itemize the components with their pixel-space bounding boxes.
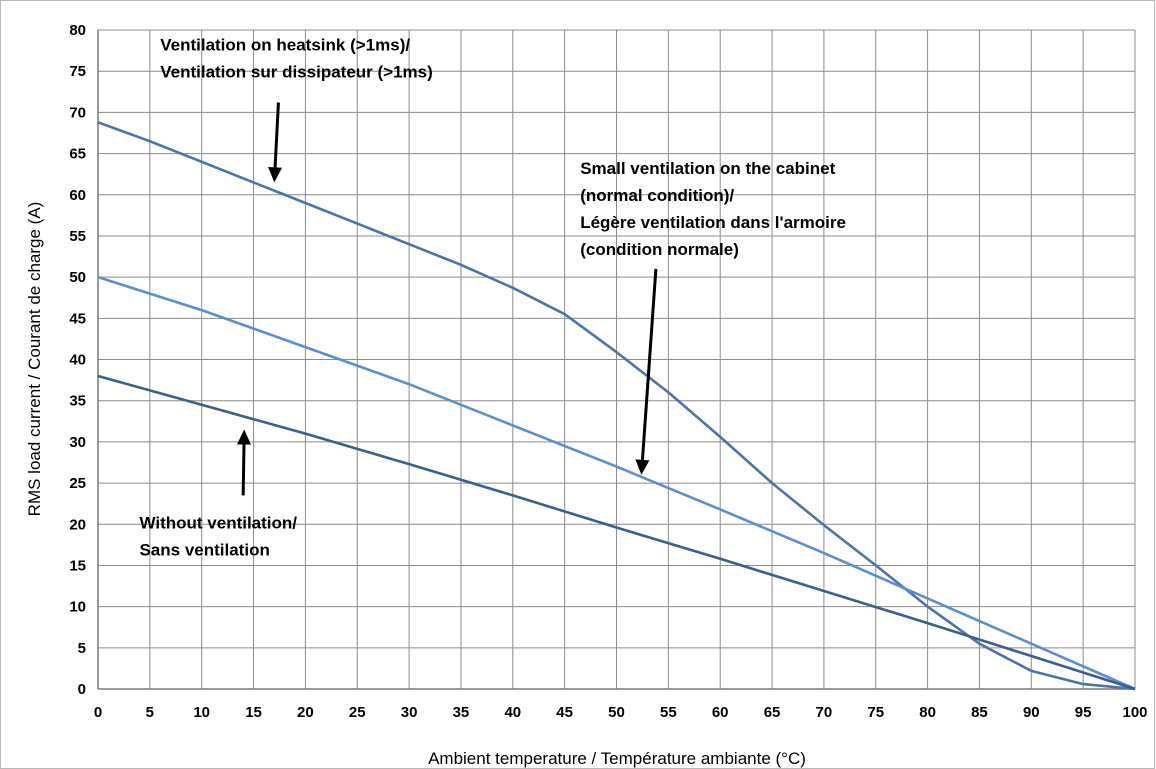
x-tick-label: 70 xyxy=(816,704,833,721)
annotations: Ventilation on heatsink (>1ms)/ Ventilati… xyxy=(139,36,845,560)
x-tick-label: 30 xyxy=(401,704,418,721)
y-tick-labels: 0 5 10 15 20 25 30 35 40 45 50 55 60 65 70 75 80 xyxy=(69,22,86,698)
annotation-text: Légère ventilation dans l'armoire xyxy=(580,213,846,232)
y-axis-label: RMS load current / Courant de charge (A) xyxy=(25,202,44,517)
y-tick-label: 65 xyxy=(69,146,86,163)
x-axis-label: Ambient temperature / Température ambian… xyxy=(428,749,806,768)
x-tick-label: 35 xyxy=(453,704,470,721)
x-tick-label: 20 xyxy=(297,704,314,721)
x-tick-label: 90 xyxy=(1023,704,1040,721)
series-line xyxy=(97,374,1136,691)
x-tick-labels: 0 5 10 15 20 25 30 35 40 45 50 55 60 65 70 75 80 85 90 95 10… xyxy=(94,704,1148,721)
annotation-text: Sans ventilation xyxy=(139,540,269,559)
series-line xyxy=(97,275,1136,691)
annotation-text: (condition normale) xyxy=(580,240,739,259)
annotation-arrow-shaft xyxy=(640,268,658,460)
y-tick-label: 60 xyxy=(69,187,86,204)
x-tick-label: 65 xyxy=(764,704,781,721)
annotation-arrow-shaft xyxy=(241,444,246,496)
y-tick-label: 45 xyxy=(69,310,86,327)
annotation-text: Without ventilation/ xyxy=(139,513,297,532)
y-tick-label: 25 xyxy=(69,475,86,492)
x-tick-label: 100 xyxy=(1122,704,1147,721)
y-tick-label: 20 xyxy=(69,516,86,533)
annotation-arrow-head xyxy=(236,429,251,445)
axes xyxy=(97,30,1135,690)
x-tick-label: 40 xyxy=(504,704,521,721)
x-tick-label: 95 xyxy=(1075,704,1092,721)
annotation-text: Ventilation on heatsink (>1ms)/ xyxy=(160,36,410,55)
x-tick-label: 25 xyxy=(349,704,366,721)
x-tick-label: 10 xyxy=(193,704,210,721)
annotation-text: Ventilation sur dissipateur (>1ms) xyxy=(160,63,433,82)
x-tick-label: 15 xyxy=(245,704,262,721)
y-tick-label: 0 xyxy=(78,681,86,698)
x-tick-label: 75 xyxy=(867,704,884,721)
y-tick-label: 5 xyxy=(78,640,86,657)
x-tick-label: 55 xyxy=(660,704,677,721)
x-tick-label: 80 xyxy=(919,704,936,721)
y-tick-label: 50 xyxy=(69,269,86,286)
x-tick-label: 85 xyxy=(971,704,988,721)
y-tick-label: 40 xyxy=(69,352,86,369)
y-tick-label: 35 xyxy=(69,393,86,410)
x-tick-label: 50 xyxy=(608,704,625,721)
annotation-arrow-head xyxy=(268,167,283,183)
annotation-arrow-head xyxy=(635,459,650,475)
series-line xyxy=(97,121,1136,691)
grid xyxy=(97,29,1136,690)
y-tick-label: 80 xyxy=(69,22,86,39)
y-tick-label: 75 xyxy=(69,63,86,80)
x-tick-label: 60 xyxy=(712,704,729,721)
annotation-arrow-shaft xyxy=(273,102,280,168)
y-tick-label: 55 xyxy=(69,228,86,245)
x-tick-label: 0 xyxy=(94,704,102,721)
x-tick-label: 5 xyxy=(146,704,154,721)
y-tick-label: 30 xyxy=(69,434,86,451)
y-tick-label: 15 xyxy=(69,557,86,574)
y-tick-label: 70 xyxy=(69,104,86,121)
x-tick-label: 45 xyxy=(556,704,573,721)
annotation-text: Small ventilation on the cabinet xyxy=(580,159,835,178)
series-group xyxy=(97,121,1136,691)
annotation-text: (normal condition)/ xyxy=(580,186,734,205)
y-tick-label: 10 xyxy=(69,599,86,616)
